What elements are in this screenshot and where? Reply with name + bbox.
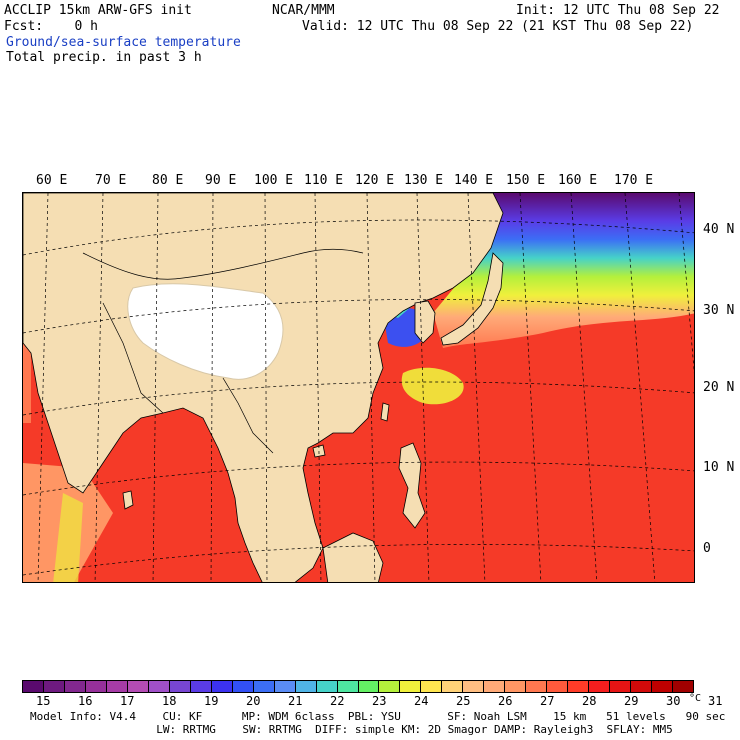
color-swatch	[589, 681, 611, 692]
color-scale-tick-label: 23	[372, 694, 387, 708]
color-swatch	[316, 681, 338, 692]
color-scale-tick-label: 19	[204, 694, 219, 708]
color-scale-tick-label: 29	[624, 694, 639, 708]
lon-label: 90 E	[205, 173, 237, 188]
lon-label: 140 E	[454, 173, 494, 188]
land-japan	[440, 252, 504, 346]
color-swatch	[169, 681, 191, 692]
color-swatch	[673, 681, 693, 692]
lon-label: 80 E	[152, 173, 184, 188]
lon-label: 100 E	[254, 173, 294, 188]
color-swatch	[505, 681, 527, 692]
field-label-precip: Total precip. in past 3 h	[6, 50, 202, 65]
color-swatch	[190, 681, 212, 692]
model-info-line2: LW: RRTMG SW: RRTMG DIFF: simple KM: 2D …	[90, 723, 673, 736]
lat-label: 10 N	[703, 460, 735, 475]
color-swatch	[148, 681, 170, 692]
color-swatch	[610, 681, 632, 692]
temperature-map	[22, 192, 695, 583]
color-swatch	[442, 681, 464, 692]
color-swatch	[295, 681, 317, 692]
field-label-temperature: Ground/sea-surface temperature	[6, 35, 241, 50]
land-borneo	[322, 532, 384, 582]
ocean-indian-cool	[53, 493, 83, 582]
color-swatch	[652, 681, 674, 692]
ocean-arabian	[23, 343, 31, 423]
border-line	[102, 302, 164, 414]
valid-time: Valid: 12 UTC Thu 08 Sep 22 (21 KST Thu …	[302, 19, 694, 34]
color-swatch	[232, 681, 254, 692]
color-swatch	[631, 681, 653, 692]
color-scale-tick-label: 31	[708, 694, 723, 708]
color-swatch	[85, 681, 107, 692]
lon-label: 160 E	[558, 173, 598, 188]
color-swatch	[23, 681, 44, 692]
color-scale-tick-label: 17	[120, 694, 135, 708]
land-sri-lanka	[122, 490, 134, 510]
color-swatch	[463, 681, 485, 692]
color-scale-tick-label: 30	[666, 694, 681, 708]
color-scale-tick-label: 27	[540, 694, 555, 708]
lon-label: 110 E	[304, 173, 344, 188]
border-line	[82, 248, 364, 280]
color-swatch	[484, 681, 506, 692]
lon-label: 60 E	[36, 173, 68, 188]
lon-label: 70 E	[95, 173, 127, 188]
color-scale-tick-label: 20	[246, 694, 261, 708]
color-swatch	[400, 681, 422, 692]
color-swatch	[127, 681, 149, 692]
color-scale-tick-label: 25	[456, 694, 471, 708]
land-korea	[414, 300, 436, 344]
lat-label: 0	[703, 541, 711, 556]
lon-label: 150 E	[506, 173, 546, 188]
color-scale-tick-label: 22	[330, 694, 345, 708]
color-swatch	[421, 681, 443, 692]
color-scale-tick-label: 21	[288, 694, 303, 708]
model-title: ACCLIP 15km ARW-GFS init	[4, 3, 192, 18]
lon-label: 170 E	[614, 173, 654, 188]
color-swatch	[358, 681, 380, 692]
color-swatch	[43, 681, 65, 692]
color-swatch	[379, 681, 401, 692]
color-swatch	[526, 681, 548, 692]
color-scale-tick-label: 15	[36, 694, 51, 708]
color-swatch	[568, 681, 590, 692]
ocean-cool-patch	[401, 367, 464, 405]
land-philippines	[398, 442, 426, 529]
color-scale-tick-label: 26	[498, 694, 513, 708]
lat-label: 30 N	[703, 303, 735, 318]
border-line	[222, 377, 274, 454]
color-swatch	[547, 681, 569, 692]
graticule	[23, 193, 694, 582]
color-scale-bar	[22, 680, 694, 693]
color-swatch	[64, 681, 86, 692]
color-swatch	[253, 681, 275, 692]
color-scale-tick-label: 28	[582, 694, 597, 708]
model-info-line1: Model Info: V4.4 CU: KF MP: WDM 6class P…	[30, 710, 726, 723]
color-swatch	[106, 681, 128, 692]
color-scale-tick-label: 24	[414, 694, 429, 708]
lon-label: 120 E	[355, 173, 395, 188]
unit-label: °C	[689, 693, 702, 704]
forecast-hour: Fcst: 0 h	[4, 19, 98, 34]
color-swatch	[337, 681, 359, 692]
color-swatch	[211, 681, 233, 692]
color-scale-tick-label: 16	[78, 694, 93, 708]
ocean-northwest-pacific	[433, 193, 694, 348]
color-scale-tick-label: 18	[162, 694, 177, 708]
map-canvas	[23, 193, 694, 582]
org-label: NCAR/MMM	[272, 3, 335, 18]
land-taiwan	[380, 402, 390, 422]
lon-label: 130 E	[404, 173, 444, 188]
color-swatch	[274, 681, 296, 692]
tibetan-plateau	[127, 283, 284, 380]
lat-label: 20 N	[703, 380, 735, 395]
lat-label: 40 N	[703, 222, 735, 237]
init-time: Init: 12 UTC Thu 08 Sep 22	[516, 3, 720, 18]
